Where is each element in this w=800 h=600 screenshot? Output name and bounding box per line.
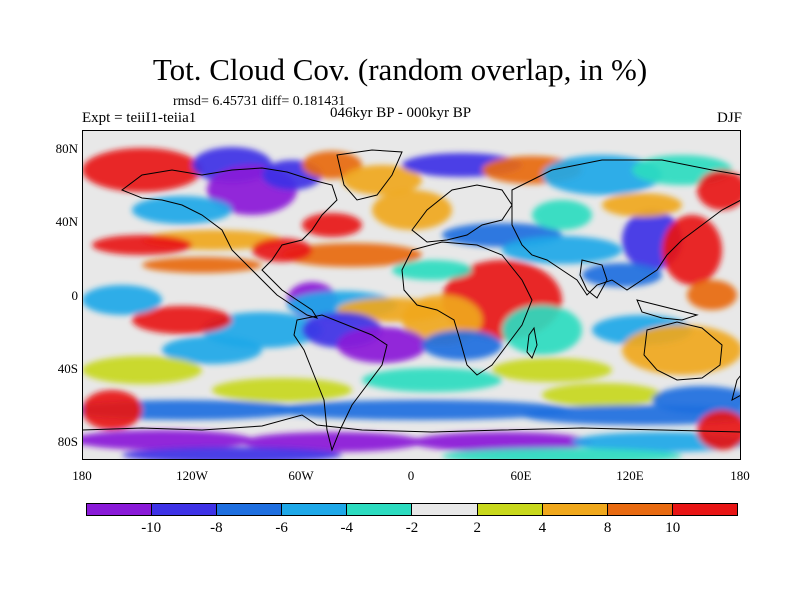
- anomaly-region: [602, 193, 682, 217]
- anomaly-region: [687, 280, 737, 310]
- colorbar-label: -2: [405, 520, 419, 536]
- x-tick-label: 0: [407, 468, 415, 483]
- anomaly-region: [502, 236, 622, 264]
- coastline-asia: [511, 159, 741, 296]
- colorbar-segment: [152, 504, 218, 515]
- anomaly-region: [412, 432, 592, 452]
- anomaly-region: [697, 170, 741, 210]
- x-tick-label: 120E: [616, 468, 644, 483]
- period-label: 046kyr BP - 000kyr BP: [330, 105, 472, 121]
- anomaly-region: [372, 190, 452, 230]
- y-tick-label: 0: [71, 288, 79, 303]
- cloud-anomaly-field: [82, 147, 741, 460]
- coastline-india: [579, 259, 608, 299]
- colorbar-segment: [412, 504, 478, 515]
- anomaly-region: [132, 306, 232, 334]
- y-tick-label: 40S: [57, 361, 78, 376]
- x-tick-label: 120W: [176, 468, 208, 483]
- anomaly-region: [242, 432, 422, 452]
- coastline-australia: [643, 321, 723, 381]
- coastline-greenland: [336, 149, 403, 201]
- anomaly-region: [82, 285, 162, 315]
- y-tick-label: 80S: [57, 434, 78, 449]
- coastline-new-zealand: [731, 374, 741, 401]
- anomaly-region: [582, 263, 662, 287]
- anomaly-region: [122, 447, 342, 460]
- colorbar-label: -10: [141, 520, 162, 536]
- anomaly-region: [502, 305, 582, 355]
- coastline-north-america: [120, 167, 338, 319]
- colorbar-label: -6: [275, 520, 288, 536]
- anomaly-region: [342, 165, 422, 195]
- colorbar-segment: [477, 504, 543, 515]
- colorbar-label: -8: [210, 520, 223, 536]
- anomaly-region: [282, 243, 422, 267]
- map-panel: [82, 130, 741, 460]
- anomaly-region: [82, 148, 202, 192]
- coastline-africa: [401, 241, 533, 376]
- anomaly-region: [622, 325, 741, 375]
- colorbar-segment: [217, 504, 283, 515]
- colorbar-segment: [672, 504, 737, 515]
- anomaly-region: [697, 410, 741, 450]
- anomaly-region: [212, 378, 352, 402]
- season-label: DJF: [716, 110, 742, 126]
- colorbar-label: 4: [538, 520, 547, 536]
- x-tick-label: 60E: [510, 468, 532, 483]
- anomaly-region: [142, 257, 262, 273]
- anomaly-region: [662, 215, 722, 285]
- anomaly-region: [542, 383, 662, 407]
- x-tick-label: 180: [72, 468, 92, 483]
- colorbar-segment: [282, 504, 348, 515]
- colorbar-segment: [87, 504, 153, 515]
- anomaly-region: [132, 196, 232, 224]
- anomaly-region: [252, 238, 312, 262]
- colorbar-segment: [347, 504, 413, 515]
- coastline-antarctica: [82, 414, 741, 433]
- anomaly-region: [162, 336, 262, 364]
- anomaly-region: [362, 368, 502, 392]
- anomaly-region: [82, 430, 252, 450]
- map-svg: [82, 130, 741, 460]
- anomaly-region: [302, 151, 362, 179]
- anomaly-region: [532, 200, 592, 230]
- anomaly-region: [522, 405, 741, 425]
- colorbar-label: 2: [473, 520, 481, 536]
- anomaly-region: [392, 260, 472, 280]
- colorbar-label: 10: [665, 520, 681, 536]
- experiment-label: Expt = teiiI1-teiia1: [82, 110, 197, 126]
- colorbar-label: -4: [340, 520, 354, 536]
- coastline-europe: [411, 184, 513, 243]
- colorbar-label: 8: [603, 520, 612, 536]
- coastlines: [82, 149, 741, 452]
- stats-text: rmsd= 6.45731 diff= 0.181431: [173, 94, 346, 109]
- plot-title: Tot. Cloud Cov. (random overlap, in %): [152, 52, 648, 87]
- coastline-south-america: [293, 314, 388, 452]
- coastline-madagascar: [526, 326, 538, 359]
- x-tick-label: 60W: [288, 468, 314, 483]
- anomaly-region: [542, 155, 662, 195]
- anomaly-region: [302, 213, 362, 237]
- anomaly-region: [492, 358, 612, 382]
- anomaly-region: [422, 330, 502, 360]
- anomaly-region: [82, 390, 142, 430]
- anomaly-region: [442, 448, 682, 460]
- coastline-indonesia: [636, 299, 699, 321]
- anomaly-region: [92, 235, 192, 255]
- x-tick-label: 180: [730, 468, 750, 483]
- y-tick-label: 40N: [55, 214, 78, 229]
- colorbar-segment: [607, 504, 673, 515]
- colorbar-segment: [542, 504, 608, 515]
- colorbar: [86, 503, 738, 516]
- anomaly-region: [337, 327, 427, 363]
- anomaly-region: [82, 356, 202, 384]
- map-frame: [82, 130, 741, 460]
- y-tick-label: 80N: [55, 141, 78, 156]
